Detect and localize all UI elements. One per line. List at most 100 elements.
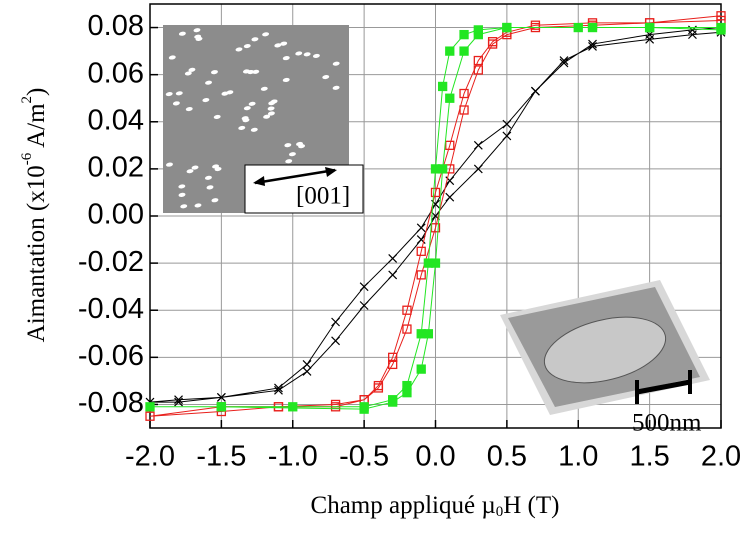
x-tick-label: -0.5 <box>339 441 389 473</box>
afm-dot <box>252 69 260 74</box>
afm-dot <box>168 55 176 60</box>
marker <box>145 411 155 421</box>
marker <box>502 131 512 141</box>
marker <box>302 359 312 369</box>
afm-dot <box>166 162 173 167</box>
y-label-part: ) <box>23 88 50 96</box>
arrow-head <box>253 176 265 186</box>
marker <box>388 352 398 362</box>
x-tick-label: -2.0 <box>125 441 175 473</box>
afm-dot <box>247 69 255 75</box>
marker <box>716 22 726 33</box>
y-label-sup: 2 <box>19 96 35 104</box>
marker <box>216 392 226 402</box>
afm-dot <box>288 152 296 157</box>
afm-dot <box>188 67 196 72</box>
marker <box>587 22 598 33</box>
y-tick-label: -0.04 <box>78 293 144 325</box>
x-tick-label: 0.0 <box>415 441 455 473</box>
afm-dot <box>250 127 258 132</box>
marker <box>473 55 483 66</box>
afm-dot <box>186 169 194 174</box>
afm-dot <box>296 141 304 147</box>
arrow <box>254 168 336 185</box>
marker <box>402 388 412 398</box>
marker <box>445 192 455 202</box>
afm-dot <box>280 41 288 46</box>
afm-dot <box>260 86 268 91</box>
marker <box>274 383 283 393</box>
afm-dot <box>241 116 249 121</box>
insets: [001] 500nm <box>163 25 710 437</box>
afm-dot <box>185 107 193 112</box>
arrow-head <box>325 167 337 177</box>
y-tick-label: 0.06 <box>88 57 144 89</box>
marker <box>388 397 398 407</box>
marker <box>473 29 483 40</box>
afm-dot <box>213 114 221 119</box>
marker <box>359 404 369 414</box>
plot: -0.08 -0.06 -0.04 -0.02 0.00 0.02 0.04 0.06 0.08… <box>78 3 741 473</box>
afm-dot <box>206 185 214 190</box>
series-line <box>149 15 722 417</box>
marker <box>416 223 426 233</box>
y-tick-label: -0.08 <box>78 387 144 419</box>
marker <box>445 93 455 103</box>
marker <box>531 86 540 96</box>
afm-dot <box>191 165 199 170</box>
marker <box>588 39 597 49</box>
marker <box>388 270 398 280</box>
x-tick-label: 1.5 <box>629 441 669 473</box>
marker <box>559 58 569 68</box>
scale-label: 500nm <box>632 410 702 437</box>
afm-dot <box>270 99 278 104</box>
y-label-part: A/m <box>23 103 50 153</box>
afm-dot <box>172 101 180 106</box>
afm-dot <box>211 70 218 75</box>
afm-dot <box>212 164 220 169</box>
marker <box>430 258 441 268</box>
afm-dot <box>175 91 183 96</box>
x-label-part: H (T) <box>503 492 559 519</box>
afm-dot <box>262 32 270 37</box>
y-label-sup: -6 <box>19 152 35 165</box>
afm-dot <box>267 111 275 116</box>
marker <box>445 46 455 56</box>
marker <box>416 270 426 280</box>
marker <box>359 282 369 292</box>
afm-dot <box>202 97 210 103</box>
afm-dot <box>194 203 202 208</box>
afm-dot <box>243 43 251 49</box>
marker <box>473 65 483 75</box>
afm-dot <box>263 114 271 119</box>
marker <box>430 187 441 198</box>
afm-dot <box>238 125 246 131</box>
afm-dot <box>251 37 259 42</box>
marker <box>402 324 412 334</box>
afm-dot <box>211 198 219 203</box>
x-tick-label: 0.5 <box>487 441 527 473</box>
marker <box>459 29 469 40</box>
x-tick-label: 1.0 <box>558 441 598 473</box>
afm-dot <box>295 51 303 56</box>
marker <box>145 402 155 412</box>
afm-dot <box>221 91 229 96</box>
marker <box>416 364 426 374</box>
y-tick-label: -0.02 <box>78 246 144 278</box>
afm-dot <box>193 28 201 33</box>
marker <box>573 22 583 33</box>
afm-dot <box>178 192 186 197</box>
marker <box>373 383 384 393</box>
marker <box>423 329 434 339</box>
inset-box <box>244 164 364 214</box>
island <box>543 316 667 384</box>
afm-dot <box>204 175 212 180</box>
marker <box>459 88 469 99</box>
afm-dot <box>322 75 330 80</box>
marker <box>473 164 483 174</box>
afm-dot <box>267 106 275 111</box>
marker <box>559 56 569 65</box>
afm-dot <box>180 204 188 209</box>
marker <box>588 41 597 51</box>
afm-dot <box>205 80 212 85</box>
